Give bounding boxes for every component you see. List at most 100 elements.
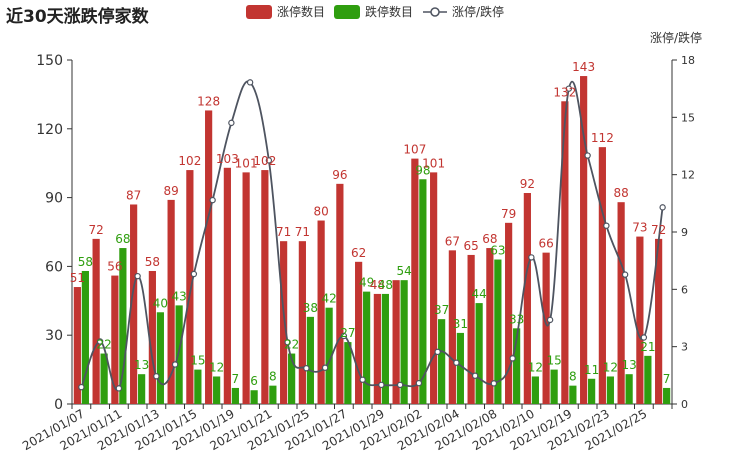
y-right-tick-label: 6 — [681, 283, 688, 296]
ratio-point — [228, 119, 235, 127]
bar-down — [325, 307, 333, 404]
bar-down — [344, 342, 352, 404]
bar-up — [392, 280, 400, 404]
bar-up-label: 65 — [463, 239, 478, 253]
bar-up — [505, 222, 513, 404]
legend-label-1: 涨停数目 — [277, 4, 325, 19]
bar-down — [194, 369, 202, 404]
bar-up-label: 89 — [163, 184, 178, 198]
ratio-point — [603, 222, 610, 229]
bar-up — [561, 101, 569, 404]
bar-up-label: 92 — [520, 177, 535, 191]
bar-up — [373, 293, 381, 404]
legend-swatch-2 — [334, 5, 360, 19]
bar-down-label: 68 — [115, 232, 130, 246]
bar-down-label: 27 — [340, 326, 355, 340]
bar-down-label: 63 — [490, 244, 505, 258]
bar-down — [550, 369, 558, 404]
ratio-point — [659, 204, 666, 211]
bar-up-label: 96 — [332, 168, 347, 182]
bar-up — [580, 76, 588, 404]
ratio-point — [303, 365, 310, 372]
bar-down — [419, 179, 427, 404]
ratio-point — [359, 376, 366, 383]
legend-label-2: 跌停数目 — [365, 4, 413, 19]
bar-down-label: 48 — [378, 278, 393, 292]
bar-down-label: 11 — [584, 363, 599, 377]
bar-down-label: 8 — [569, 370, 577, 384]
bar-down — [231, 387, 239, 404]
bar-down — [513, 328, 521, 404]
ratio-point — [340, 332, 348, 340]
bar-down — [81, 270, 89, 404]
ratio-point — [153, 373, 160, 380]
y-right-tick-label: 12 — [681, 169, 695, 182]
bar-up-label: 62 — [351, 246, 366, 260]
ratio-point — [584, 152, 591, 159]
y-left-tick-label: 0 — [54, 397, 63, 413]
bar-up — [261, 170, 269, 404]
bar-up — [598, 147, 606, 404]
bar-up — [467, 254, 475, 404]
bar-down-label: 98 — [415, 163, 430, 177]
bar-up — [486, 248, 494, 404]
bar-up-label: 48 — [370, 278, 385, 292]
bar-down — [569, 385, 577, 404]
bar-up — [298, 241, 306, 404]
bar-down-label: 22 — [284, 338, 299, 352]
bar-up-label: 72 — [651, 223, 666, 237]
y-left-tick-label: 30 — [45, 328, 63, 344]
ratio-point — [209, 196, 216, 204]
ratio-point — [621, 271, 629, 278]
bar-up — [336, 183, 344, 404]
ratio-point — [96, 338, 104, 345]
bar-up — [411, 158, 419, 404]
y-left-tick-label: 60 — [45, 259, 63, 275]
bar-down-label: 8 — [269, 370, 277, 384]
ratio-point — [453, 359, 460, 366]
bar-down-label: 15 — [190, 354, 205, 368]
ratio-point — [471, 372, 479, 379]
bar-down — [475, 303, 483, 404]
ratio-point — [115, 385, 123, 392]
ratio-point — [378, 381, 385, 389]
y-right-tick-label: 0 — [681, 398, 688, 411]
bar-up — [92, 238, 100, 404]
bar-up-label: 87 — [126, 188, 141, 202]
bar-up — [280, 241, 288, 404]
ratio-point — [528, 254, 535, 261]
ratio-point — [565, 85, 573, 92]
bar-down — [438, 319, 446, 404]
ratio-point — [284, 339, 291, 346]
bar-up — [242, 172, 250, 404]
bar-down-label: 38 — [303, 301, 318, 315]
bar-down — [288, 353, 296, 404]
legend-label-3: 涨停/跌停 — [452, 4, 504, 19]
bar-down — [531, 376, 539, 404]
bar-up-label: 88 — [613, 186, 628, 200]
bar-up-label: 79 — [501, 207, 516, 221]
bar-down — [400, 280, 408, 404]
bar-down-label: 13 — [134, 358, 149, 372]
bar-up-label: 68 — [482, 232, 497, 246]
legend-line-marker — [430, 7, 440, 17]
bar-up — [73, 287, 81, 404]
bar-down — [119, 248, 127, 404]
bar-up — [355, 261, 363, 404]
bar-up-label: 66 — [538, 237, 553, 251]
bar-down-label: 58 — [78, 255, 93, 269]
bar-down-label: 15 — [546, 354, 561, 368]
y-left-tick-label: 90 — [45, 191, 63, 207]
bar-down-label: 44 — [471, 287, 486, 301]
bar-up — [111, 275, 119, 404]
bar-down-label: 42 — [321, 292, 336, 306]
y-left-tick-label: 150 — [36, 53, 63, 69]
bar-up — [523, 193, 531, 404]
bar-up — [617, 202, 625, 404]
bar-up-label: 101 — [422, 156, 445, 170]
bar-down — [363, 291, 371, 404]
bar-down — [663, 387, 671, 404]
legend-swatch-1 — [246, 5, 272, 19]
bar-up-label: 101 — [235, 156, 258, 170]
bar-up-label: 107 — [403, 143, 426, 157]
